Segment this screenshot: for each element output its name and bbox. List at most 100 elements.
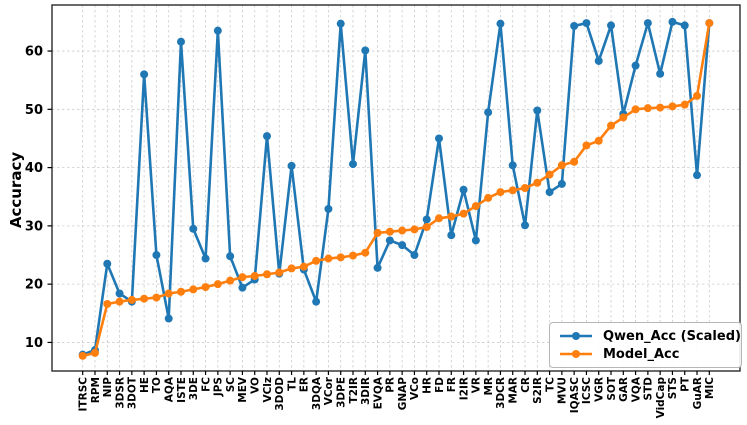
data-point (631, 61, 640, 70)
data-point (508, 161, 517, 170)
x-tick-label: TO (151, 377, 163, 393)
x-tick-label: MIC (704, 377, 716, 399)
data-point (459, 185, 468, 194)
data-point (324, 204, 333, 213)
data-point (447, 212, 456, 221)
x-tick-label: GAR (618, 377, 630, 402)
data-point (103, 259, 112, 268)
data-point (213, 26, 222, 35)
x-tick-label: VCo (409, 377, 421, 400)
data-point (533, 106, 542, 115)
data-point (189, 224, 198, 233)
x-tick-label: VidCap (655, 377, 667, 419)
data-point (533, 178, 542, 187)
x-tick-label: 3DE (188, 377, 200, 400)
y-axis-label: Accuracy (7, 151, 25, 229)
x-tick-label: T2IR (348, 377, 360, 403)
x-tick-label: 3DQA (311, 376, 323, 410)
data-point (226, 276, 235, 285)
data-point (287, 264, 296, 273)
x-tick-label: 3DSR (114, 377, 126, 409)
data-point (508, 186, 517, 195)
data-point (643, 104, 652, 113)
data-point (471, 202, 480, 211)
data-point (410, 251, 419, 260)
x-tick-label: CR (520, 377, 532, 393)
data-point (693, 91, 702, 100)
x-tick-label: VQA (630, 376, 642, 402)
data-point (668, 17, 677, 26)
data-point (373, 228, 382, 237)
data-point (582, 19, 591, 28)
data-point (324, 254, 333, 263)
data-point (557, 161, 566, 170)
data-point (459, 209, 468, 218)
data-point (435, 134, 444, 143)
data-point (656, 103, 665, 112)
data-point (484, 108, 493, 117)
x-tick-label: ITRSC (78, 377, 90, 412)
x-tick-label: GuAR (692, 377, 704, 409)
data-point (496, 19, 505, 28)
x-tick-label: I2IR (458, 377, 470, 400)
x-tick-label: HE (139, 377, 151, 393)
data-point (287, 161, 296, 170)
data-point (570, 157, 579, 166)
data-point (471, 236, 480, 245)
data-point (422, 223, 431, 232)
x-tick-label: 3DOT (127, 376, 139, 409)
data-point (115, 289, 124, 298)
data-point (312, 297, 321, 306)
y-tick-label: 10 (25, 336, 43, 351)
x-tick-label: MEV (237, 376, 249, 403)
legend-label-qwen: Qwen_Acc (Scaled) (603, 328, 741, 344)
data-point (127, 295, 136, 304)
data-point (594, 136, 603, 145)
x-tick-label: EVQA (372, 376, 384, 409)
legend-item-qwen: Qwen_Acc (Scaled) (559, 327, 741, 345)
x-tick-label: FD (434, 377, 446, 393)
x-tick-label: FR (446, 377, 458, 392)
data-point (250, 272, 259, 281)
data-point (496, 188, 505, 197)
series-line (82, 20, 711, 356)
data-point (189, 285, 198, 294)
x-tick-label: TL (286, 377, 298, 391)
data-point (373, 263, 382, 272)
data-point (361, 46, 370, 55)
data-point (115, 297, 124, 306)
x-tick-label: JPS (213, 377, 225, 397)
y-tick-label: 40 (25, 161, 43, 176)
y-tick-label: 60 (25, 45, 43, 60)
data-point (607, 121, 616, 130)
data-point (582, 141, 591, 150)
data-point (631, 105, 640, 114)
x-tick-label: FC (200, 377, 212, 392)
legend-label-model: Model_Acc (603, 346, 680, 362)
x-tick-label: MAR (508, 377, 520, 404)
data-point (361, 248, 370, 257)
data-point (668, 102, 677, 111)
y-tick-label: 20 (25, 278, 43, 293)
x-tick-label: ICSC (581, 377, 593, 404)
data-point (176, 287, 185, 296)
x-tick-label: MVU (557, 377, 569, 404)
plot-border (51, 4, 741, 372)
data-point (176, 37, 185, 46)
data-point (140, 294, 149, 303)
data-point (103, 299, 112, 308)
x-tick-label: ER (299, 377, 311, 392)
x-tick-label: NIP (102, 377, 114, 398)
x-tick-label: IQASC (569, 377, 581, 414)
legend-item-model: Model_Acc (559, 345, 733, 363)
data-point (275, 268, 284, 277)
x-tick-label: STD (643, 377, 655, 401)
x-tick-label: VClz (262, 377, 274, 403)
data-point (348, 251, 357, 260)
data-point (607, 21, 616, 30)
x-tick-label: ISTE (176, 377, 188, 403)
data-point (680, 21, 689, 30)
data-point (557, 179, 566, 188)
x-tick-label: STS (667, 377, 679, 399)
